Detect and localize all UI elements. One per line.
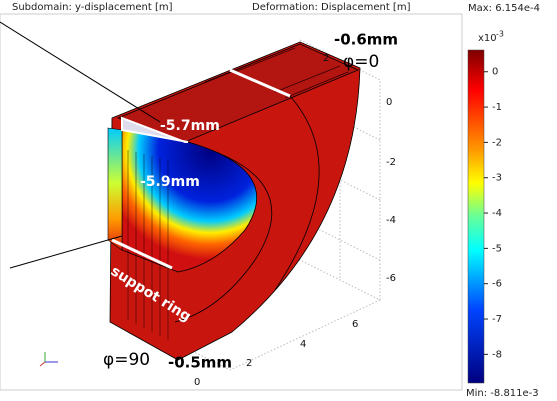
colorbar-scale-base: x10 <box>478 33 497 44</box>
annotation: -5.7mm <box>160 118 220 134</box>
axis-label: 6 <box>352 319 358 330</box>
annotation: -0.6mm <box>334 31 398 49</box>
header-deformation: Deformation: Displacement [m] <box>252 2 411 13</box>
colorbar-tick-label: -3 <box>492 173 502 184</box>
colorbar-tick-label: -6 <box>492 279 502 290</box>
axis-label: 0 <box>194 377 200 388</box>
colorbar <box>467 49 485 384</box>
colorbar-tick-label: -2 <box>492 137 502 148</box>
axis-label: -6 <box>386 273 396 284</box>
colorbar-scale-exponent: -3 <box>496 30 504 39</box>
axis-label: 0 <box>386 97 392 108</box>
annotation: φ=0 <box>343 52 379 72</box>
axis-label: 2 <box>323 53 329 64</box>
header-subdomain: Subdomain: y-displacement [m] <box>12 2 173 13</box>
colorbar-tick-label: 0 <box>492 67 498 78</box>
colorbar-tick-label: -4 <box>492 208 502 219</box>
deformed-body <box>0 21 361 361</box>
colorbar-min: Min: -8.811e-3 <box>466 388 539 399</box>
colorbar-tick-label: -8 <box>492 349 502 360</box>
annotation: φ=90 <box>103 350 150 370</box>
colorbar-tick-label: -5 <box>492 243 502 254</box>
annotation: -5.9mm <box>140 174 200 190</box>
colorbar-tick-label: -7 <box>492 314 502 325</box>
annotation: -0.5mm <box>168 354 232 372</box>
axis-label: 4 <box>300 339 306 350</box>
colorbar-max: Max: 6.154e-4 <box>468 3 540 14</box>
axis-label: 2 <box>246 358 252 369</box>
triad <box>39 352 58 367</box>
colorbar-tick-label: -1 <box>492 102 502 113</box>
axis-label: -2 <box>386 157 396 168</box>
axis-label: -4 <box>386 215 396 226</box>
